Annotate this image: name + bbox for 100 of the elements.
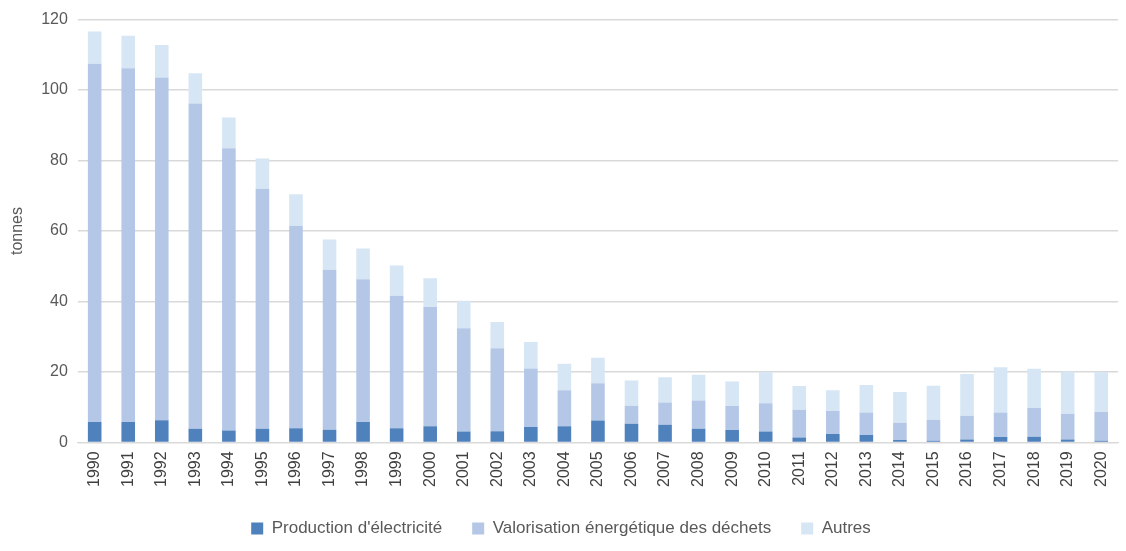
bar xyxy=(826,411,840,434)
bar xyxy=(691,374,706,401)
bar xyxy=(255,158,270,189)
bar xyxy=(456,300,471,329)
x-tick-label: 2004 xyxy=(554,451,572,487)
bar xyxy=(188,428,203,442)
bar xyxy=(725,406,739,431)
bar xyxy=(356,279,370,422)
bar xyxy=(255,188,270,429)
bar xyxy=(624,405,639,424)
bar xyxy=(758,371,773,404)
x-tick-label: 2014 xyxy=(890,451,908,487)
bar xyxy=(222,148,236,431)
bar xyxy=(792,386,807,410)
bar xyxy=(557,363,572,391)
bar xyxy=(456,431,471,442)
x-tick-label: 1996 xyxy=(286,451,304,487)
x-tick-label: 2012 xyxy=(823,451,841,487)
x-tick-label: 2010 xyxy=(756,451,774,487)
x-tick-label: 1998 xyxy=(353,451,371,487)
bar xyxy=(591,420,605,442)
bar xyxy=(658,402,672,425)
bar xyxy=(289,225,303,429)
bar xyxy=(691,400,706,429)
x-tick-label: 2013 xyxy=(856,451,874,487)
bar xyxy=(624,423,639,442)
bar xyxy=(188,73,203,104)
x-tick-label: 2003 xyxy=(521,451,539,487)
bar xyxy=(557,390,572,427)
bar xyxy=(524,368,538,427)
x-tick-label: 2016 xyxy=(957,451,975,487)
bar xyxy=(1027,436,1041,442)
bar xyxy=(859,384,874,413)
bar xyxy=(222,430,236,442)
bar xyxy=(1027,368,1041,408)
bar xyxy=(121,68,136,422)
bar xyxy=(154,77,169,421)
bar xyxy=(356,421,370,442)
bar xyxy=(1060,413,1075,440)
bar xyxy=(658,424,672,442)
bar xyxy=(792,437,807,442)
bar xyxy=(591,383,605,421)
bar xyxy=(591,357,605,384)
bar xyxy=(993,367,1008,413)
bar xyxy=(1060,371,1075,414)
bar xyxy=(322,239,337,270)
bar xyxy=(154,420,169,442)
bar xyxy=(893,422,907,440)
bar xyxy=(792,409,807,438)
bar xyxy=(960,415,974,440)
bar xyxy=(490,348,505,432)
bar xyxy=(1094,412,1109,441)
y-axis-title: tonnes xyxy=(8,206,26,256)
x-tick-label: 2001 xyxy=(454,451,472,487)
bar xyxy=(993,412,1008,438)
bar xyxy=(289,194,303,226)
bar xyxy=(389,265,404,296)
bar xyxy=(859,412,874,436)
legend-label: Valorisation énergétique des déchets xyxy=(492,518,772,538)
bar xyxy=(893,392,907,423)
bar xyxy=(725,430,739,442)
bar xyxy=(725,381,739,407)
bar xyxy=(624,380,639,406)
y-tick-label: 20 xyxy=(50,362,68,380)
bar xyxy=(524,426,538,442)
bar xyxy=(557,426,572,442)
bar xyxy=(658,377,672,403)
bar xyxy=(993,437,1008,442)
bar xyxy=(524,341,538,369)
bar xyxy=(121,421,136,442)
bar xyxy=(926,385,941,420)
bar xyxy=(758,403,773,432)
bar xyxy=(154,44,169,78)
x-tick-label: 1995 xyxy=(252,451,270,487)
bar xyxy=(356,248,370,280)
x-tick-label: 1999 xyxy=(387,451,405,487)
bar xyxy=(322,269,337,430)
y-tick-label: 0 xyxy=(58,432,68,450)
x-tick-label: 2008 xyxy=(689,451,707,487)
bar xyxy=(121,35,136,69)
bar xyxy=(389,295,404,429)
x-tick-label: 2017 xyxy=(990,451,1008,487)
bar xyxy=(456,328,471,432)
x-tick-label: 1992 xyxy=(152,451,170,487)
bar xyxy=(960,374,974,416)
x-tick-label: 1994 xyxy=(219,451,237,487)
bar xyxy=(87,421,102,442)
bar xyxy=(758,431,773,442)
legend-label: Production d'électricité xyxy=(271,518,443,538)
bar xyxy=(1094,371,1109,413)
bar xyxy=(960,439,974,442)
bar xyxy=(423,278,437,308)
bar xyxy=(826,433,840,442)
bar xyxy=(691,428,706,442)
x-tick-label: 2015 xyxy=(923,451,941,487)
bar xyxy=(490,431,505,442)
bar xyxy=(490,321,505,349)
bar xyxy=(423,426,437,442)
x-tick-label: 1990 xyxy=(85,451,103,487)
y-tick-label: 100 xyxy=(41,80,68,98)
